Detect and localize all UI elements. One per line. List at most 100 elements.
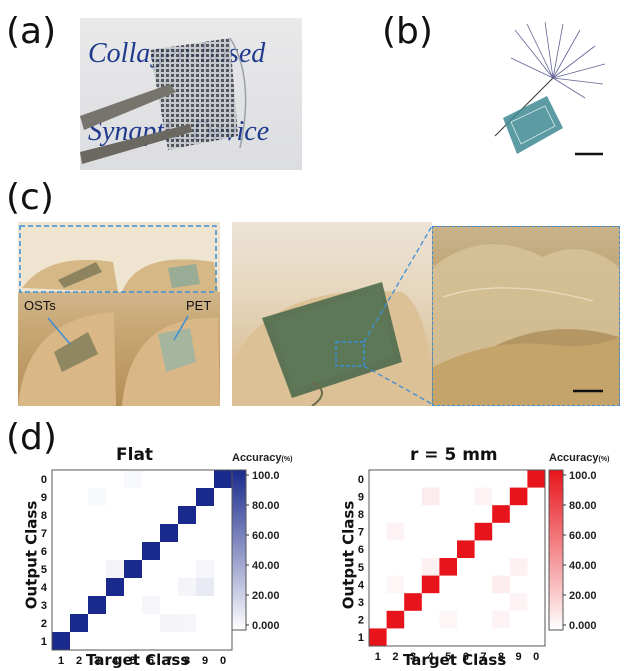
cm-1-offdiag-cell-4 [509, 558, 528, 576]
cm-0-ytick-9: 9 [41, 492, 47, 504]
cm-0-diag-cell-0 [214, 470, 232, 488]
cm-1-ytick-8: 8 [358, 509, 364, 521]
cm-1-diag-cell-7 [474, 522, 493, 541]
cm-0-diag-cell-4 [106, 578, 124, 596]
cm-0-offdiag-cell-1 [88, 488, 106, 506]
cm-0-xtick-8: 8 [184, 655, 190, 667]
cm-1-diag-cell-2 [386, 610, 405, 629]
cm-1-ytick-5: 5 [358, 562, 364, 574]
panel-d-label: (d) [6, 417, 57, 458]
cm-1-offdiag-cell-1 [474, 487, 493, 506]
cm-0-ytick-5: 5 [41, 564, 47, 576]
cm-0-colorbar [231, 469, 247, 631]
cm-1-diag-cell-3 [404, 593, 422, 611]
label-osts: OSTs [24, 298, 56, 313]
cm-1-cbtick-1: 80.00 [569, 500, 597, 512]
cm-1-offdiag-cell-7 [439, 610, 457, 629]
cm-1-ytick-4: 4 [358, 579, 365, 591]
cm-1-xtick-2: 2 [392, 651, 398, 663]
cm-0-offdiag-cell-6 [196, 578, 214, 596]
cm-0-offdiag-cell-3 [142, 596, 160, 614]
cm-0-xtick-1: 1 [58, 655, 64, 667]
cm-1-cbtick-2: 60.00 [569, 530, 597, 542]
cm-1-xtick-9: 9 [516, 651, 522, 663]
cm-1-xtick-4: 4 [428, 651, 435, 663]
cm-0-cbtick-3: 40.00 [252, 560, 280, 572]
cm-0-diag-cell-8 [178, 506, 196, 524]
panel-c-label: (c) [6, 177, 54, 218]
cm-0-ytick-2: 2 [41, 618, 47, 630]
cm-1-offdiag-cell-6 [509, 593, 528, 611]
cm-1-xtick-5: 5 [445, 651, 451, 663]
cm-1-ytick-1: 1 [358, 632, 364, 644]
cm-0-xtick-2: 2 [76, 655, 82, 667]
cm-0-xtick-6: 6 [148, 655, 154, 667]
cm-0-cbtick-5: 0.000 [252, 620, 280, 632]
cm-0-cbtick-1: 80.00 [252, 500, 280, 512]
cm-bent-colorbar-label: Accuracy(%) [549, 452, 610, 464]
cm-1-diag-cell-6 [457, 540, 475, 558]
cm-1-xtick-0: 0 [533, 651, 539, 663]
cm-0-xtick-3: 3 [94, 655, 100, 667]
cm-1-diag-cell-8 [492, 505, 510, 523]
cm-0-ytick-7: 7 [41, 528, 47, 540]
cm-0-diag-cell-7 [160, 524, 178, 542]
cm-0-xtick-0: 0 [220, 655, 226, 667]
cm-1-cbtick-3: 40.00 [569, 560, 597, 572]
panel-b-label: (b) [382, 11, 433, 52]
cm-0-offdiag-cell-4 [178, 578, 196, 596]
cm-0-xtick-4: 4 [112, 655, 119, 667]
cm-0-offdiag-cell-2 [106, 560, 124, 578]
cm-0-diag-cell-5 [124, 560, 142, 578]
cm-1-xtick-3: 3 [410, 651, 416, 663]
cm-1-offdiag-cell-9 [492, 610, 510, 629]
cm-0-cbtick-2: 60.00 [252, 530, 280, 542]
cm-bent-xlabel: Target Class [403, 651, 507, 669]
cm-0-cbtick-0: 100.0 [252, 470, 280, 482]
cm-1-frame [368, 469, 546, 647]
cm-flat-title: Flat [116, 445, 154, 465]
panel-a-photo: Collagen-based Synaptic Device [80, 18, 302, 170]
cm-1-offdiag-cell-0 [421, 487, 440, 506]
cm-1-ytick-7: 7 [358, 527, 364, 539]
cm-flat-xlabel: Target Class [86, 651, 190, 669]
cm-1-ytick-9: 9 [358, 491, 364, 503]
cm-1-xtick-7: 7 [480, 651, 486, 663]
cm-0-xtick-9: 9 [202, 655, 208, 667]
cm-0-ytick-4: 4 [41, 582, 48, 594]
cm-1-cbtick-5: 0.000 [569, 620, 597, 632]
cm-1-diag-cell-5 [439, 558, 457, 576]
cm-0-xtick-5: 5 [130, 655, 136, 667]
cm-0-diag-cell-6 [142, 542, 160, 560]
cm-0-diag-cell-1 [52, 632, 70, 650]
cm-0-offdiag-cell-7 [160, 614, 178, 632]
cm-1-ytick-2: 2 [358, 615, 364, 627]
panel-c-left-photo: OSTs PET [18, 222, 220, 406]
label-pet: PET [186, 298, 211, 313]
cm-1-diag-cell-1 [369, 628, 387, 646]
cm-1-diag-cell-0 [527, 470, 545, 488]
cm-0-xtick-7: 7 [166, 655, 172, 667]
cm-0-cbtick-4: 20.00 [252, 590, 280, 602]
cm-1-ytick-0: 0 [358, 474, 364, 486]
panel-a-label: (a) [6, 11, 57, 52]
cm-1-diag-cell-9 [509, 487, 528, 506]
cm-0-offdiag-cell-5 [196, 560, 214, 578]
cm-0-ytick-3: 3 [41, 600, 47, 612]
cm-0-ytick-1: 1 [41, 636, 47, 648]
cm-0-offdiag-cell-8 [178, 614, 196, 632]
cm-1-offdiag-cell-8 [386, 575, 405, 594]
cm-0-offdiag-cell-0 [124, 470, 142, 488]
cm-1-ytick-6: 6 [358, 544, 364, 556]
cm-flat-colorbar-label: Accuracy(%) [232, 452, 293, 464]
cm-1-xtick-8: 8 [498, 651, 504, 663]
cm-0-diag-cell-9 [196, 488, 214, 506]
cm-0-diag-cell-2 [70, 614, 88, 632]
cm-1-cbtick-4: 20.00 [569, 590, 597, 602]
cm-0-ytick-0: 0 [41, 474, 47, 486]
cm-1-ytick-3: 3 [358, 597, 364, 609]
cm-0-ytick-6: 6 [41, 546, 47, 558]
